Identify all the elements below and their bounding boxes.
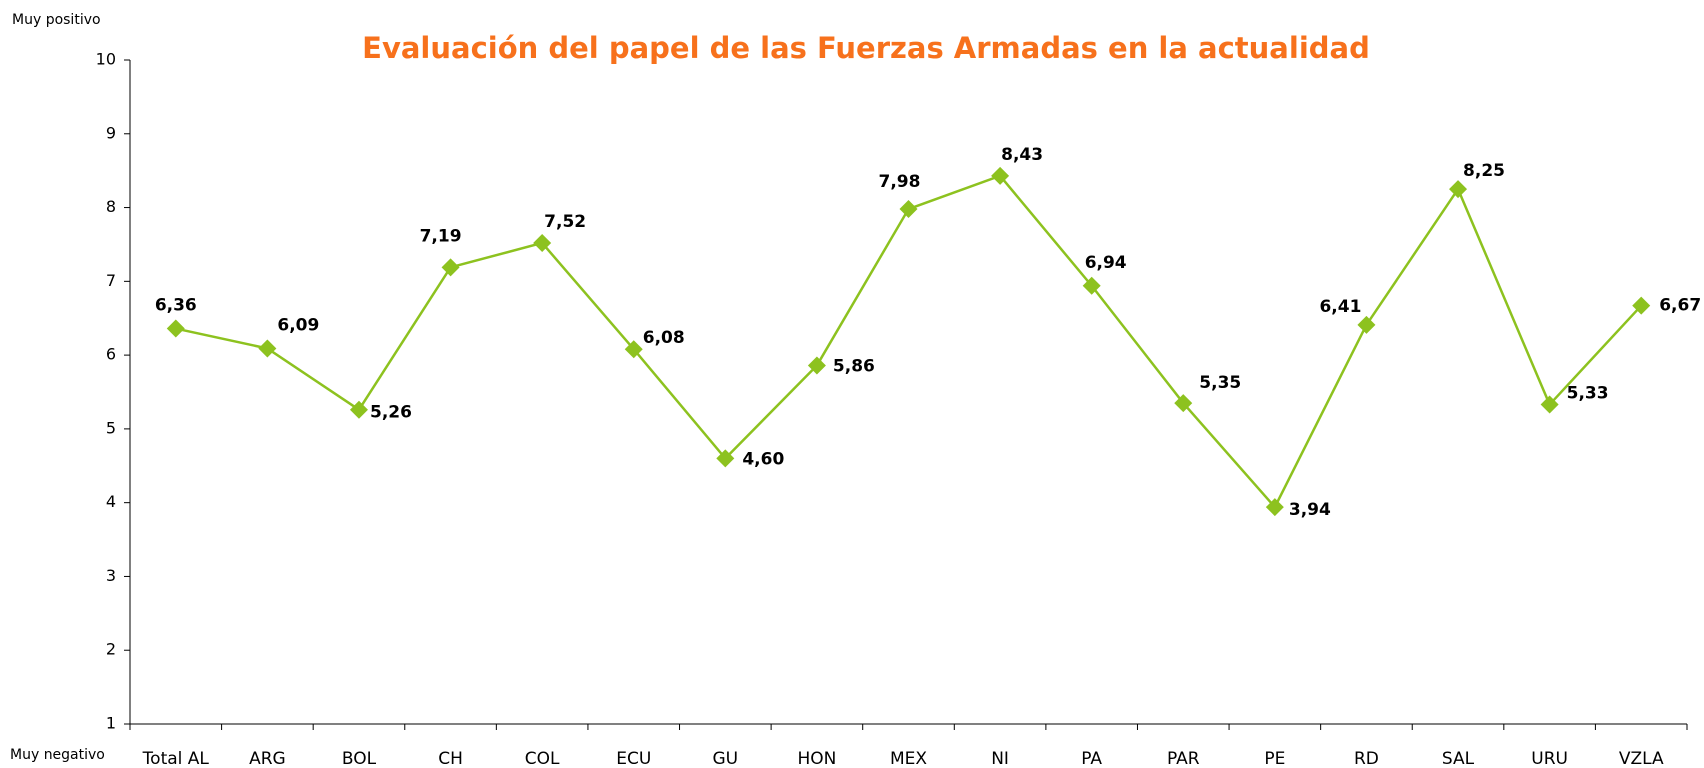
y-tick-label: 3 (106, 566, 116, 585)
data-label: 5,86 (833, 356, 875, 376)
data-label: 3,94 (1289, 500, 1331, 520)
x-tick-label: Total AL (142, 749, 210, 768)
y-tick-label: 5 (106, 418, 116, 437)
y-tick-label: 4 (106, 492, 116, 511)
x-tick-label: NI (991, 749, 1009, 768)
data-label: 6,09 (277, 315, 319, 335)
marker (441, 258, 460, 277)
marker (1632, 296, 1651, 315)
data-label: 7,98 (879, 172, 921, 192)
marker (899, 200, 918, 219)
chart-title: Evaluación del papel de las Fuerzas Arma… (362, 31, 1370, 65)
data-label: 6,41 (1319, 297, 1361, 317)
marker (258, 339, 277, 358)
y-tick-label: 9 (106, 123, 116, 142)
x-tick-label: ECU (616, 749, 651, 768)
data-label: 8,25 (1463, 161, 1505, 181)
marker (1540, 395, 1559, 414)
marker (166, 319, 185, 338)
marker (1357, 315, 1376, 334)
x-tick-label: PA (1081, 749, 1102, 768)
x-tick-label: CH (438, 749, 463, 768)
data-label: 5,26 (370, 403, 412, 423)
data-label: 7,19 (420, 226, 462, 246)
y-tick-label: 7 (106, 271, 116, 290)
data-label: 7,52 (544, 212, 586, 232)
marker (807, 356, 826, 375)
marker (349, 400, 368, 419)
marker (1265, 498, 1284, 517)
annotation: Muy negativo (10, 747, 105, 763)
x-tick-label: VZLA (1619, 749, 1664, 768)
data-label: 4,60 (742, 449, 784, 469)
marker (716, 449, 735, 468)
line (175, 174, 1643, 510)
data-label: 5,35 (1199, 373, 1241, 393)
x-tick-label: URU (1531, 749, 1568, 768)
marker (624, 340, 643, 359)
annotation: Muy positivo (12, 12, 101, 28)
y-tick-label: 10 (96, 50, 116, 69)
marker (1449, 180, 1468, 199)
y-tick-label: 2 (106, 640, 116, 659)
y-tick-label: 1 (106, 714, 116, 733)
y-tick-label: 6 (106, 345, 116, 364)
x-tick-label: GU (713, 749, 739, 768)
data-label: 6,94 (1085, 253, 1127, 273)
x-tick-label: HON (797, 749, 836, 768)
marker (1082, 276, 1101, 295)
data-label: 6,36 (155, 296, 197, 316)
data-label: 6,67 (1659, 296, 1701, 316)
marker (991, 166, 1010, 185)
y-tick-label: 8 (106, 197, 116, 216)
data-label: 8,43 (1001, 145, 1043, 165)
x-tick-label: RD (1354, 749, 1379, 768)
x-tick-label: PE (1264, 749, 1285, 768)
x-tick-label: COL (525, 749, 560, 768)
x-tick-label: PAR (1167, 749, 1200, 768)
x-tick-label: ARG (249, 749, 286, 768)
x-tick-label: MEX (890, 749, 927, 768)
marker (533, 233, 552, 252)
data-label: 5,33 (1567, 384, 1609, 404)
x-tick-label: BOL (342, 749, 377, 768)
marker (1174, 394, 1193, 413)
x-tick-label: SAL (1442, 749, 1475, 768)
data-label: 6,08 (643, 328, 685, 348)
